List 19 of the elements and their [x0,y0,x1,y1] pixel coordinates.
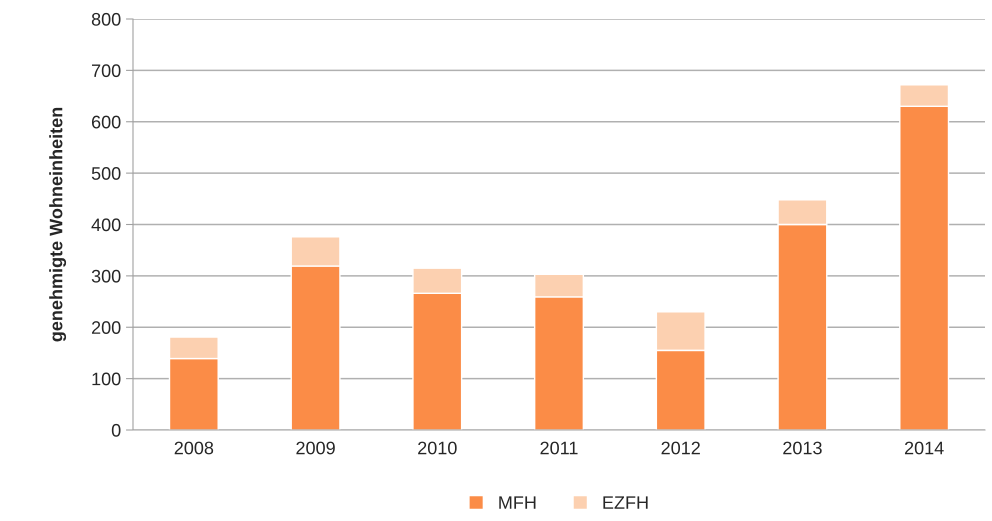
x-tick-label: 2014 [904,442,944,454]
x-tick-label: 2011 [540,442,578,454]
y-tick-label: 500 [92,167,120,180]
y-tick-label: 300 [92,270,120,283]
y-tick-label: 800 [92,12,120,26]
legend-label: EZFH [603,496,648,509]
y-tick-label: 200 [92,321,120,334]
y-tick-label: 0 [112,424,120,437]
y-tick-label: 400 [91,218,120,232]
y-tick-label: 700 [92,64,120,78]
x-tick-label: 2012 [662,442,700,454]
y-axis-title: genehmigte Wohneinheiten [49,108,66,342]
legend-label: MFH [499,496,536,509]
x-tick-label: 2008 [174,442,214,454]
x-tick-label: 2009 [296,442,335,454]
y-tick-label: 600 [92,116,120,128]
x-tick-label: 2013 [783,442,822,454]
y-tick-label: 100 [92,372,120,386]
x-tick-label: 2010 [418,442,457,454]
